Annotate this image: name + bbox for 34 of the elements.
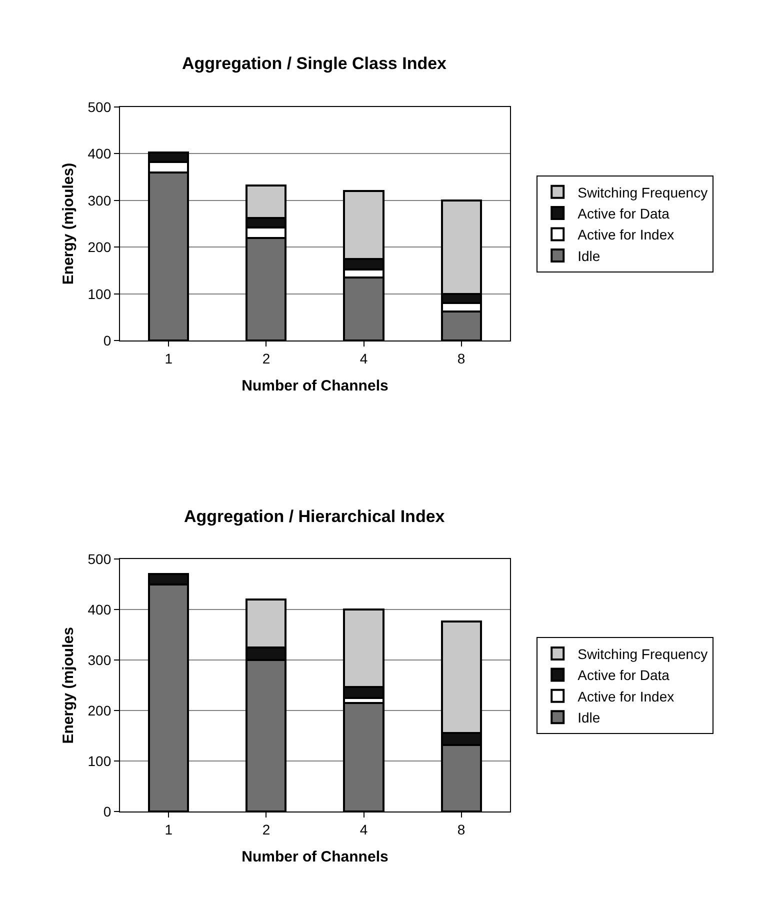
x-tick-label: 1 [164, 350, 173, 366]
y-tick-label: 500 [88, 550, 112, 567]
y-tick-label: 100 [88, 753, 112, 770]
chart-title: Aggregation / Hierarchical Index [184, 507, 446, 526]
y-axis-title: Energy (mjoules [60, 627, 78, 744]
legend-label: Idle [578, 248, 600, 264]
legend-label: Switching Frequency [578, 184, 708, 200]
legend-label: Active for Data [578, 206, 670, 222]
y-tick-label: 300 [88, 192, 112, 208]
x-tick-label: 2 [262, 822, 270, 838]
y-tick-label: 0 [103, 332, 112, 349]
x-axis-title: Number of Channels [242, 377, 388, 394]
y-tick-label: 100 [88, 286, 112, 302]
y-tick-label: 300 [88, 652, 112, 668]
x-tick-label: 8 [457, 350, 466, 366]
y-axis-title: Energy (mjoules) [60, 162, 78, 285]
legend-label: Active for Data [578, 667, 670, 684]
y-tick-label: 200 [88, 702, 112, 719]
y-tick-label: 200 [88, 239, 112, 256]
y-tick-label: 400 [88, 602, 112, 618]
legend-label: Active for Index [578, 226, 674, 243]
y-tick-label: 400 [88, 146, 112, 162]
x-tick-label: 4 [360, 822, 368, 838]
legend-label: Idle [578, 710, 600, 726]
x-tick-label: 4 [360, 350, 368, 366]
chart-title: Aggregation / Single Class Index [182, 54, 448, 73]
x-axis-title: Number of Channels [242, 848, 388, 866]
legend-label: Switching Frequency [578, 646, 708, 662]
y-tick-label: 500 [88, 98, 112, 115]
x-tick-label: 1 [164, 822, 173, 838]
legend-label: Active for Index [578, 688, 674, 704]
x-tick-label: 8 [457, 822, 466, 838]
x-tick-label: 2 [262, 350, 270, 366]
y-tick-label: 0 [103, 804, 112, 820]
